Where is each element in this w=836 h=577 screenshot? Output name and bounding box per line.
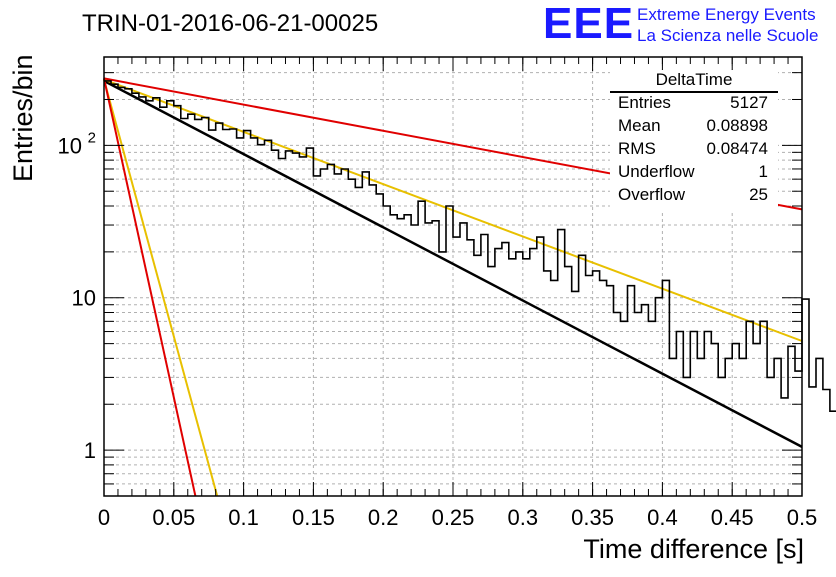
- x-tick-label: 0.4: [647, 505, 678, 530]
- stats-row-entries: Entries 5127: [618, 93, 768, 115]
- y-tick-label: 1: [84, 438, 96, 463]
- stats-box: DeltaTime Entries 5127 Mean 0.08898 RMS …: [610, 70, 778, 210]
- x-tick-label: 0: [98, 505, 110, 530]
- stats-row-mean: Mean 0.08898: [618, 116, 768, 138]
- plot-title: TRIN-01-2016-06-21-00025: [82, 10, 379, 37]
- x-axis-label: Time difference [s]: [583, 534, 804, 564]
- stats-row-rms: RMS 0.08474: [618, 139, 768, 161]
- y-tick-exponent: 2: [88, 129, 96, 146]
- x-tick-label: 0.05: [152, 505, 195, 530]
- histogram-outline: [104, 80, 836, 412]
- x-tick-label: 0.1: [228, 505, 259, 530]
- stats-label: Entries: [618, 93, 671, 112]
- x-tick-label: 0.5: [787, 505, 818, 530]
- eee-logo: EEE: [543, 0, 635, 48]
- fit-curve: [103, 79, 803, 449]
- stats-divider: [610, 91, 778, 93]
- stats-value: 25: [749, 185, 768, 204]
- stats-label: Mean: [618, 116, 661, 135]
- x-tick-label: 0.35: [571, 505, 614, 530]
- fit-curve: [103, 79, 219, 497]
- x-tick-label: 0.2: [368, 505, 399, 530]
- y-axis-label: Entries/bin: [8, 54, 38, 182]
- stats-value: 5127: [730, 93, 768, 112]
- x-tick-label: 0.25: [432, 505, 475, 530]
- logo-caption-line2: La Scienza nelle Scuole: [637, 26, 819, 45]
- y-tick-label: 10: [72, 286, 96, 311]
- stats-label: Underflow: [618, 162, 695, 181]
- stats-title: DeltaTime: [655, 70, 733, 89]
- stats-value: 0.08474: [706, 139, 768, 158]
- stats-label: RMS: [618, 139, 656, 158]
- stats-value: 1: [758, 162, 768, 181]
- x-tick-label: 0.45: [711, 505, 754, 530]
- fit-curve: [103, 78, 197, 497]
- stats-value: 0.08898: [706, 116, 768, 135]
- logo-caption-line1: Extreme Energy Events: [637, 5, 816, 24]
- x-tick-label: 0.3: [508, 505, 539, 530]
- stats-row-underflow: Underflow 1: [618, 162, 768, 184]
- stats-label: Overflow: [618, 185, 686, 204]
- x-tick-label: 0.15: [292, 505, 335, 530]
- y-tick-label: 10: [58, 133, 82, 158]
- stats-row-overflow: Overflow 25: [618, 185, 768, 207]
